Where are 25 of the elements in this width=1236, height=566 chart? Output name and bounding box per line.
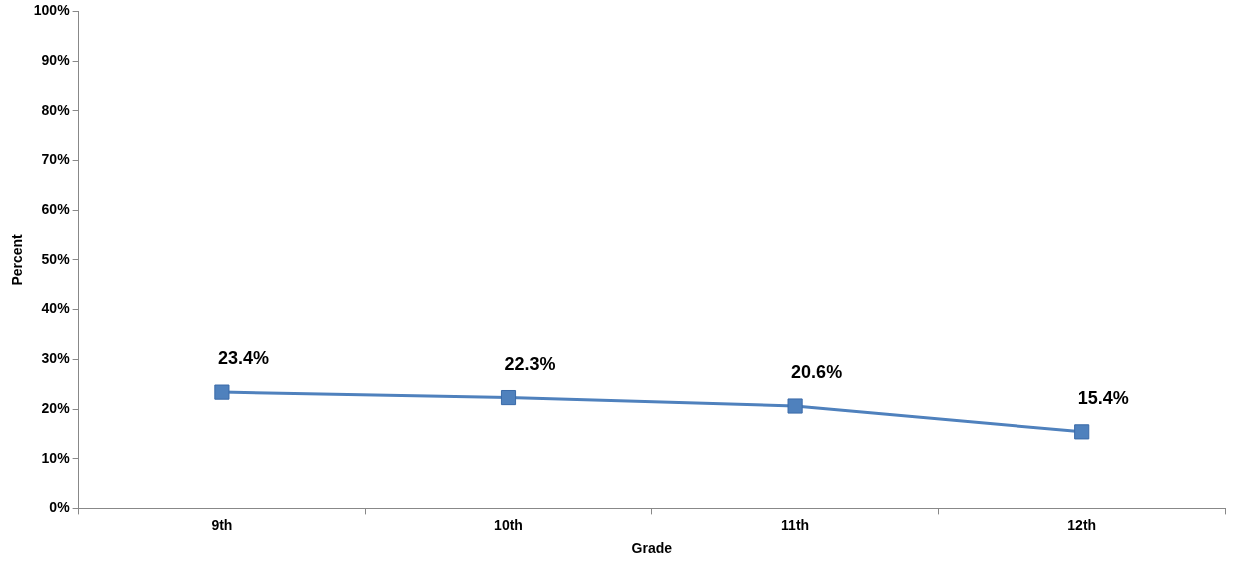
y-tick-label: 20%	[41, 399, 71, 416]
data-label: 23.4%	[217, 348, 269, 369]
y-tick-label: 80%	[41, 101, 71, 118]
y-tick-label: 100%	[33, 2, 71, 19]
y-tick-label: 70%	[41, 151, 71, 168]
point	[1074, 424, 1090, 440]
x-tick-label: 9th	[211, 516, 233, 533]
data-label: 20.6%	[791, 361, 843, 382]
x-tick-label: 10th	[494, 516, 523, 533]
data-label: 15.4%	[1077, 387, 1129, 408]
data-label: 22.3%	[504, 353, 556, 374]
x-tick-label: 11th	[781, 516, 810, 533]
y-tick-label: 30%	[41, 350, 71, 367]
point	[787, 398, 803, 414]
point	[214, 384, 230, 400]
y-tick-label: 0%	[49, 499, 71, 516]
y-tick-label: 50%	[41, 250, 71, 267]
y-tick-label: 40%	[41, 300, 71, 317]
point	[500, 390, 517, 406]
y-axis-title: Percent	[9, 233, 26, 286]
y-tick-label: 60%	[41, 201, 71, 218]
x-tick-label: 12th	[1067, 516, 1097, 533]
y-tick-label: 90%	[41, 51, 71, 68]
y-tick-label: 10%	[41, 449, 71, 466]
x-axis-title: Grade	[631, 540, 673, 557]
